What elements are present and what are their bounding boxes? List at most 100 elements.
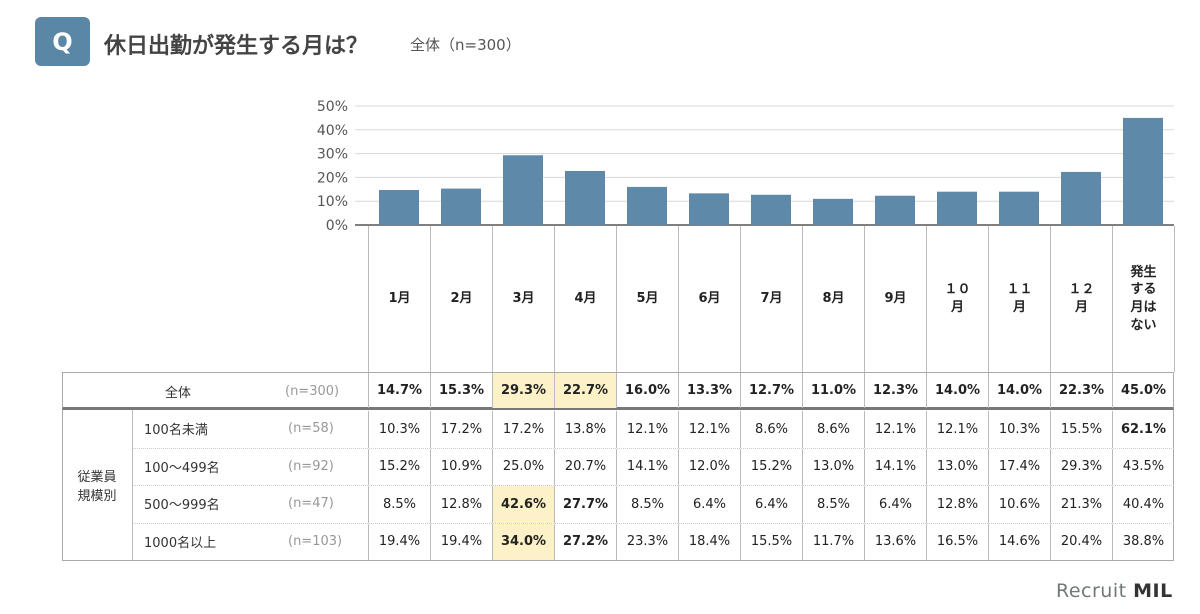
data-cell: 13.8%: [554, 411, 616, 448]
data-cell: 11.7%: [802, 523, 864, 560]
data-cell: 14.1%: [864, 448, 926, 485]
data-cell: 27.7%: [554, 486, 616, 523]
data-cell: 8.5%: [802, 486, 864, 523]
data-cell: 13.6%: [864, 523, 926, 560]
data-cell: 15.5%: [1050, 411, 1112, 448]
data-cell: 8.6%: [802, 411, 864, 448]
column-header: １１月: [988, 226, 1050, 372]
data-cell: 43.5%: [1112, 448, 1174, 485]
data-cell: 25.0%: [492, 448, 554, 485]
page-subtitle: 全体（n=300）: [410, 36, 521, 54]
data-cell: 6.4%: [740, 486, 802, 523]
y-tick-label: 10%: [317, 194, 348, 210]
x-tick-label: １１月: [1006, 282, 1033, 315]
data-cell: 15.2%: [740, 448, 802, 485]
row-n: (n=47): [288, 496, 334, 512]
total-cell: 12.3%: [864, 373, 926, 408]
bar-12: [1061, 171, 1101, 225]
y-tick-label: 20%: [317, 170, 348, 186]
y-tick-label: 50%: [317, 99, 348, 115]
column-header: 3月: [492, 226, 554, 372]
group-label: 従業員 規模別: [62, 410, 133, 560]
total-cell: 14.0%: [926, 373, 988, 408]
x-tick-label: 6月: [698, 291, 721, 307]
x-tick-label: 8月: [822, 291, 845, 307]
data-cell: 23.3%: [616, 523, 678, 560]
column-header: 4月: [554, 226, 616, 372]
data-cell: 12.1%: [926, 411, 988, 448]
column-header: 5月: [616, 226, 678, 372]
row-label: 100〜499名: [144, 460, 220, 476]
data-cell: 18.4%: [678, 523, 740, 560]
x-tick-label: 5月: [636, 291, 659, 307]
data-cell: 16.5%: [926, 523, 988, 560]
bar-5: [627, 186, 667, 225]
row-n: (n=58): [288, 421, 334, 437]
total-cell: 16.0%: [616, 373, 678, 408]
column-header: 1月: [368, 226, 430, 372]
row-n: (n=103): [288, 533, 343, 549]
x-tick-label: １０月: [944, 282, 971, 315]
row-n: (n=300): [285, 383, 340, 399]
bar-6: [689, 193, 729, 225]
data-cell: 62.1%: [1112, 411, 1174, 448]
bar-8: [813, 198, 853, 225]
logo-mark: MIL: [1133, 580, 1173, 602]
data-cell: 6.4%: [864, 486, 926, 523]
column-header: 2月: [430, 226, 492, 372]
row-label: 全体: [164, 385, 191, 401]
page-title: 休日出勤が発生する月は？: [104, 34, 369, 59]
x-tick-label: １２月: [1068, 282, 1095, 315]
total-cell: 11.0%: [802, 373, 864, 408]
row-divider: [133, 485, 1174, 486]
data-cell: 20.7%: [554, 448, 616, 485]
data-cell: 14.6%: [988, 523, 1050, 560]
data-cell: 27.2%: [554, 523, 616, 560]
data-cell: 34.0%: [492, 523, 554, 560]
data-cell: 17.2%: [492, 411, 554, 448]
row-label: 500〜999名: [144, 498, 220, 514]
column-header: １０月: [926, 226, 988, 372]
column-header: 発生する月はない: [1112, 226, 1174, 372]
x-tick-label: 4月: [574, 291, 597, 307]
data-cell: 15.2%: [368, 448, 430, 485]
data-cell: 20.4%: [1050, 523, 1112, 560]
data-cell: 12.1%: [678, 411, 740, 448]
data-cell: 13.0%: [802, 448, 864, 485]
bar-3: [503, 155, 543, 225]
data-cell: 8.6%: [740, 411, 802, 448]
row-n: (n=92): [288, 458, 334, 474]
column-header: 9月: [864, 226, 926, 372]
x-tick-label: 9月: [884, 291, 907, 307]
data-cell: 8.5%: [368, 486, 430, 523]
data-cell: 15.5%: [740, 523, 802, 560]
total-cell: 45.0%: [1112, 373, 1174, 408]
data-cell: 12.1%: [616, 411, 678, 448]
data-cell: 12.1%: [864, 411, 926, 448]
data-cell: 17.2%: [430, 411, 492, 448]
data-cell: 10.3%: [988, 411, 1050, 448]
row-divider: [133, 447, 1174, 449]
bar-13: [1123, 117, 1163, 225]
row-label: 1000名以上: [144, 535, 217, 551]
divider: [1174, 226, 1175, 372]
total-cell: 22.7%: [554, 373, 616, 408]
data-cell: 12.0%: [678, 448, 740, 485]
total-cell: 29.3%: [492, 373, 554, 408]
data-cell: 14.1%: [616, 448, 678, 485]
x-tick-label: 発生する月はない: [1130, 264, 1157, 333]
row-label: 100名未満: [144, 423, 208, 439]
bar-11: [999, 191, 1039, 225]
data-cell: 6.4%: [678, 486, 740, 523]
total-cell: 14.7%: [368, 373, 430, 408]
x-tick-label: 3月: [512, 291, 535, 307]
total-cell: 14.0%: [988, 373, 1050, 408]
question-badge: Q: [35, 17, 90, 66]
data-cell: 19.4%: [368, 523, 430, 560]
data-cell: 21.3%: [1050, 486, 1112, 523]
data-cell: 29.3%: [1050, 448, 1112, 485]
x-tick-label: 2月: [450, 291, 473, 307]
y-tick-label: 40%: [317, 123, 348, 139]
column-header: 8月: [802, 226, 864, 372]
